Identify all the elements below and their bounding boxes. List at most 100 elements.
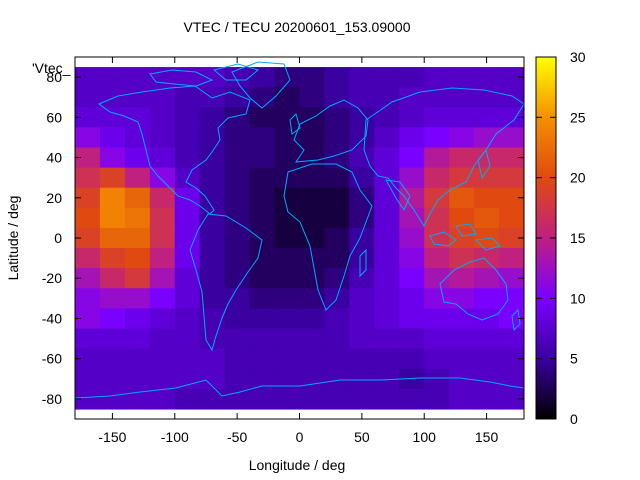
heatmap-cell bbox=[324, 107, 350, 128]
heatmap-cell bbox=[324, 308, 350, 330]
coastline-madagascar bbox=[359, 248, 367, 278]
heatmap-cell bbox=[99, 268, 126, 289]
colorbar-tick-label: 5 bbox=[570, 351, 578, 367]
heatmap-cell bbox=[199, 167, 226, 189]
y-tick-label: -40 bbox=[42, 310, 62, 326]
heatmap-cell bbox=[249, 207, 276, 229]
heatmap-cell bbox=[199, 248, 226, 269]
heatmap-cell bbox=[199, 288, 226, 309]
heatmap-cell bbox=[75, 207, 101, 229]
heatmap-cell bbox=[124, 328, 151, 350]
heatmap-cell bbox=[474, 348, 500, 370]
heatmap-cell bbox=[399, 288, 425, 309]
heatmap-cell bbox=[199, 147, 226, 169]
heatmap-cell bbox=[249, 167, 276, 189]
coastline-arctic-islands bbox=[149, 63, 260, 87]
heatmap-cell bbox=[75, 368, 101, 390]
heatmap-cell bbox=[99, 167, 126, 189]
heatmap-cell bbox=[124, 187, 151, 209]
heatmap-cell bbox=[449, 127, 475, 149]
heatmap-cell bbox=[299, 87, 326, 108]
heatmap-cell bbox=[274, 87, 301, 108]
heatmap-cell bbox=[99, 207, 126, 229]
heatmap-cell bbox=[274, 248, 301, 269]
heatmap-cell bbox=[324, 268, 350, 289]
heatmap-cell bbox=[474, 248, 500, 269]
heatmap-cell bbox=[374, 207, 400, 229]
heatmap-cell bbox=[424, 87, 450, 108]
heatmap-cell bbox=[474, 147, 500, 169]
heatmap-cell bbox=[349, 87, 375, 108]
heatmap-cell bbox=[399, 207, 425, 229]
y-tick-label: -60 bbox=[42, 351, 62, 367]
heatmap-cell bbox=[75, 227, 101, 249]
heatmap-cell bbox=[124, 248, 151, 269]
y-tick-label: 80 bbox=[46, 69, 62, 85]
heatmap-cell bbox=[249, 388, 276, 410]
colorbar-tick-label: 20 bbox=[570, 170, 586, 186]
coastline-indonesia bbox=[429, 223, 501, 251]
coastline-south-america bbox=[189, 213, 263, 352]
heatmap-cell bbox=[299, 187, 326, 209]
heatmap-cell bbox=[149, 388, 176, 410]
heatmap-cell bbox=[424, 127, 450, 149]
heatmap-cell bbox=[499, 248, 524, 269]
heatmap-cell bbox=[224, 127, 251, 149]
heatmap-cell bbox=[149, 67, 176, 88]
coastline-asia bbox=[363, 87, 524, 228]
heatmap-cell bbox=[99, 248, 126, 269]
heatmap-cell bbox=[424, 107, 450, 128]
heatmap-cell bbox=[274, 227, 301, 249]
heatmap-cell bbox=[224, 167, 251, 189]
heatmap-cell bbox=[499, 87, 524, 108]
heatmap-cell bbox=[349, 147, 375, 169]
heatmap-cell bbox=[349, 248, 375, 269]
heatmap-cell bbox=[224, 348, 251, 370]
coastline-antarctica bbox=[75, 377, 524, 399]
heatmap-cell bbox=[274, 368, 301, 390]
heatmap-cell bbox=[299, 167, 326, 189]
heatmap-cell bbox=[224, 147, 251, 169]
heatmap-cell bbox=[399, 227, 425, 249]
heatmap-cell bbox=[249, 268, 276, 289]
heatmap-cell bbox=[274, 388, 301, 410]
heatmap-cell bbox=[174, 348, 201, 370]
heatmap-cell bbox=[474, 127, 500, 149]
y-tick-label: 40 bbox=[46, 150, 62, 166]
heatmap-cell bbox=[149, 147, 176, 169]
heatmap-cell bbox=[124, 167, 151, 189]
heatmap-cell bbox=[299, 227, 326, 249]
heatmap-cell bbox=[249, 67, 276, 88]
heatmap-cell bbox=[174, 288, 201, 309]
heatmap-cell bbox=[399, 308, 425, 330]
heatmap-cell bbox=[374, 127, 400, 149]
heatmap-cell bbox=[499, 348, 524, 370]
heatmap-cell bbox=[324, 67, 350, 88]
heatmap-cell bbox=[224, 288, 251, 309]
heatmap-cell bbox=[274, 67, 301, 88]
heatmap-cell bbox=[299, 368, 326, 390]
coastline-europe bbox=[293, 99, 369, 163]
heatmap-cell bbox=[299, 147, 326, 169]
heatmap-cell bbox=[324, 368, 350, 390]
heatmap-cell bbox=[149, 187, 176, 209]
heatmap-cell bbox=[99, 87, 126, 108]
heatmap-cell bbox=[274, 107, 301, 128]
x-tick-label: -150 bbox=[98, 429, 126, 445]
colorbar-tick-label: 15 bbox=[570, 230, 586, 246]
coastline-new-zealand bbox=[511, 308, 521, 332]
heatmap-cell bbox=[399, 127, 425, 149]
heatmap-cell bbox=[149, 127, 176, 149]
heatmap-cell bbox=[424, 227, 450, 249]
heatmap-cell bbox=[224, 388, 251, 410]
heatmap-cell bbox=[299, 328, 326, 350]
heatmap-cell bbox=[274, 328, 301, 350]
heatmap-cell bbox=[274, 268, 301, 289]
heatmap-cell bbox=[174, 388, 201, 410]
heatmap-cell bbox=[174, 368, 201, 390]
heatmap-cell bbox=[499, 107, 524, 128]
heatmap-cell bbox=[449, 67, 475, 88]
x-axis: -150 -100 -50 0 50 100 150 bbox=[98, 57, 498, 445]
heatmap-cell bbox=[424, 308, 450, 330]
heatmap-cell bbox=[124, 348, 151, 370]
